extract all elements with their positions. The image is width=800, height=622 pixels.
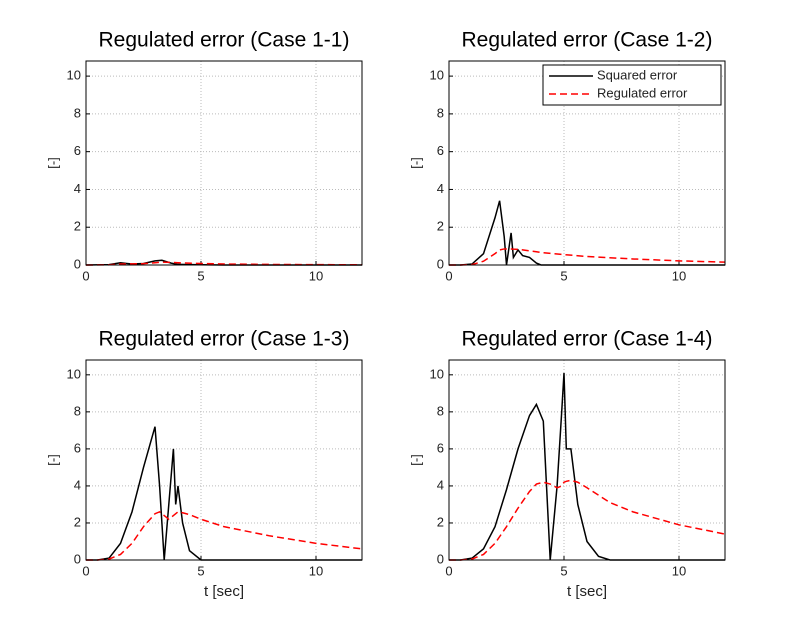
chart-title: Regulated error (Case 1-1)	[99, 29, 350, 52]
y-tick-label: 2	[437, 514, 444, 529]
y-tick-label: 8	[74, 105, 81, 120]
legend-box	[542, 64, 722, 106]
y-tick-label: 10	[67, 68, 81, 83]
x-axis-label: t [sec]	[204, 583, 244, 600]
y-tick-label: 10	[430, 68, 444, 83]
x-tick-label: 5	[560, 268, 567, 283]
y-tick-label: 8	[74, 403, 81, 418]
y-axis-label: [-]	[408, 157, 423, 169]
y-tick-label: 0	[74, 551, 81, 566]
plot-frame	[448, 60, 726, 266]
y-tick-label: 6	[437, 440, 444, 455]
y-tick-label: 4	[437, 181, 444, 196]
series-line	[86, 510, 363, 561]
x-tick-label: 10	[309, 268, 323, 283]
y-axis-label: [-]	[45, 454, 60, 466]
x-axis-label: t [sec]	[567, 583, 607, 600]
x-tick-label: 0	[445, 268, 452, 283]
y-tick-label: 4	[74, 181, 81, 196]
y-tick-label: 2	[437, 219, 444, 234]
plot-area	[449, 360, 725, 560]
y-axis-label: [-]	[408, 454, 423, 466]
plot-area	[86, 360, 362, 560]
x-tick-label: 10	[672, 563, 686, 578]
y-tick-label: 0	[74, 256, 81, 271]
x-tick-label: 5	[197, 563, 204, 578]
series-line	[85, 261, 363, 266]
x-tick-label: 10	[309, 563, 323, 578]
legend-label: Squared error	[597, 67, 678, 82]
x-tick-label: 10	[672, 268, 686, 283]
x-tick-label: 5	[197, 268, 204, 283]
x-tick-label: 0	[82, 563, 89, 578]
plot-frame	[85, 359, 363, 561]
plot-frame	[85, 60, 363, 266]
plot-area	[86, 61, 362, 265]
y-tick-label: 6	[437, 143, 444, 158]
y-tick-label: 0	[437, 551, 444, 566]
series-line	[449, 248, 726, 266]
chart-title: Regulated error (Case 1-2)	[462, 29, 713, 52]
series-line	[449, 372, 725, 561]
y-tick-label: 10	[67, 366, 81, 381]
y-tick-label: 10	[430, 366, 444, 381]
chart-title: Regulated error (Case 1-4)	[462, 328, 713, 351]
y-tick-label: 6	[74, 440, 81, 455]
chart-title: Regulated error (Case 1-3)	[99, 328, 350, 351]
x-tick-label: 0	[82, 268, 89, 283]
y-tick-label: 8	[437, 105, 444, 120]
y-tick-label: 4	[74, 477, 81, 492]
legend-label: Regulated error	[597, 85, 688, 100]
x-tick-label: 5	[560, 563, 567, 578]
y-tick-label: 8	[437, 403, 444, 418]
y-tick-label: 4	[437, 477, 444, 492]
x-tick-label: 0	[445, 563, 452, 578]
series-line	[449, 479, 726, 561]
y-tick-label: 6	[74, 143, 81, 158]
y-tick-label: 2	[74, 219, 81, 234]
y-tick-label: 0	[437, 256, 444, 271]
y-axis-label: [-]	[45, 157, 60, 169]
plot-frame	[448, 359, 726, 561]
y-tick-label: 2	[74, 514, 81, 529]
